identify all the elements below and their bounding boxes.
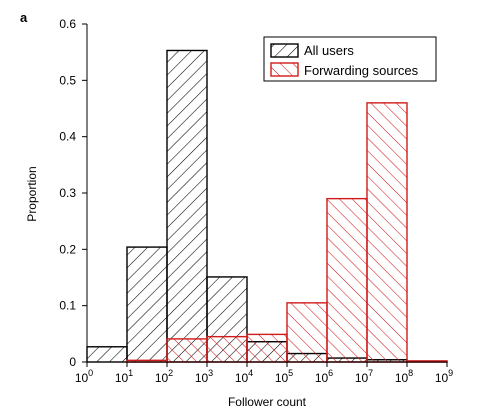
panel-label: a	[20, 10, 28, 25]
legend-label-all-users: All users	[304, 43, 354, 58]
x-tick-label: 108	[395, 368, 413, 385]
y-tick-label: 0.4	[59, 130, 76, 144]
legend: All users Forwarding sources	[263, 36, 437, 82]
forwarding-sources-bar-5	[286, 302, 328, 363]
y-tick-label: 0	[69, 355, 76, 369]
forwarding-sources-bar-6	[326, 197, 368, 363]
x-tick-label: 105	[275, 368, 293, 385]
legend-swatch-forwarding-sources	[270, 62, 299, 77]
all-users-bar-2	[166, 49, 208, 363]
x-axis-ticks: 100 101 102 103 104 105 106 107 108 109	[75, 362, 453, 385]
forwarding-sources-bar-3	[206, 335, 248, 363]
x-tick-label: 102	[155, 368, 173, 385]
forwarding-sources-bar-2	[166, 338, 208, 363]
forwarding-sources-bar-4	[246, 333, 288, 363]
x-tick-label: 103	[195, 368, 213, 385]
x-tick-label: 107	[355, 368, 373, 385]
x-tick-label: 109	[435, 368, 453, 385]
y-axis-label: Proportion	[25, 166, 39, 221]
legend-swatch-all-users	[270, 43, 299, 58]
x-tick-label: 101	[115, 368, 133, 385]
y-tick-label: 0.2	[59, 242, 76, 256]
forwarding-sources-bars	[126, 102, 448, 363]
x-tick-label: 104	[235, 368, 253, 385]
forwarding-sources-bar-7	[366, 102, 408, 363]
y-tick-label: 0.3	[59, 186, 76, 200]
y-tick-label: 0.6	[59, 17, 76, 31]
y-tick-label: 0.5	[59, 73, 76, 87]
all-users-bar-0	[86, 346, 128, 363]
all-users-bar-1	[126, 246, 168, 363]
x-tick-label: 106	[315, 368, 333, 385]
x-axis-label: Follower count	[228, 395, 307, 409]
y-axis-ticks: 0 0.1 0.2 0.3 0.4 0.5 0.6	[59, 17, 87, 369]
y-tick-label: 0.1	[59, 299, 76, 313]
legend-label-forwarding-sources: Forwarding sources	[304, 63, 419, 78]
x-tick-label: 100	[75, 368, 93, 385]
